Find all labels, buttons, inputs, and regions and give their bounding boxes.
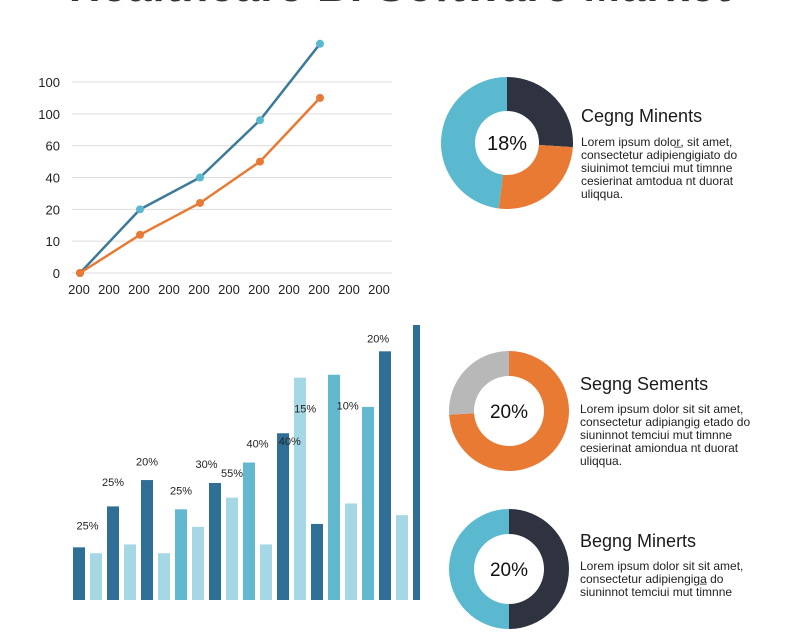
segment-2-line: consectetur adipiangig etado do [580, 415, 751, 429]
donut-center-label: 20% [490, 560, 528, 581]
bar [107, 506, 119, 600]
series-2-point [256, 157, 264, 166]
bar-data-label: 30% [195, 459, 217, 471]
bar-data-label: 25% [76, 521, 98, 533]
bar [209, 482, 221, 600]
donut-chart-3: 20% [449, 509, 569, 629]
donut-chart-2: 20% [449, 351, 569, 471]
series-1-point [136, 205, 144, 214]
segment-title-2: Segng Sements [580, 374, 709, 394]
segment-3-line: consectetur adipiengiga̲ do [580, 572, 724, 586]
bar [413, 325, 420, 600]
series-1-point [256, 116, 264, 125]
bar-data-label: 20% [367, 333, 389, 345]
segment-3-line: Lorem ipsum dolor sit sit amet, [580, 559, 744, 573]
bar [175, 509, 187, 600]
bar [226, 497, 238, 600]
bar [158, 553, 170, 600]
y-tick-label: 0 [53, 266, 60, 281]
pie-slice [498, 145, 573, 209]
segment-1-line: siuinimot temciui mut timnne [581, 161, 733, 175]
pie-slice [449, 509, 509, 629]
segment-1-line: uliqqua. [581, 187, 624, 201]
x-tick-label: 200 [128, 282, 150, 297]
segment-2-line: Lorem ipsum dolor sit sit amet, [580, 402, 744, 416]
pie-slice [449, 351, 569, 471]
segment-2-line: siuninnot temciui mut timnne [580, 428, 733, 442]
bar [260, 544, 272, 600]
segment-1-line: consectetur adipiengigiato do [581, 148, 738, 162]
y-tick-label: 60 [46, 139, 60, 154]
bar [192, 526, 204, 600]
series-2-point [136, 230, 144, 239]
x-tick-label: 200 [68, 282, 90, 297]
segment-title-1: Cegng Minents [581, 106, 703, 126]
bar [294, 377, 306, 600]
bar-data-label: 25% [170, 486, 192, 498]
donut-chart-1: 18% [441, 77, 573, 209]
x-tick-label: 200 [308, 282, 330, 297]
bar-data-label: 20% [136, 456, 158, 468]
line-chart: 0 10 20 40 60 100 100 200 200 200 200 200 200 200 200 2… [38, 39, 392, 297]
bar [362, 406, 374, 600]
y-tick-label: 20 [46, 202, 60, 217]
bar-data-label: 10% [337, 401, 359, 413]
bar [141, 480, 153, 600]
donut-center-label: 18% [487, 133, 527, 155]
series-line-1 [79, 43, 321, 274]
series-2-point [76, 269, 84, 277]
x-tick-label: 200 [278, 282, 300, 297]
pie-slice [509, 509, 569, 629]
bar-chart: 25% 25% 20% 25% 30% 55% 40% 40% 15% 10% 20% [73, 325, 420, 600]
bar [379, 351, 391, 600]
y-tick-label: 100 [38, 107, 60, 122]
segment-title-3: Begng Minerts [580, 531, 697, 551]
segment-2-line: cesierinat amiondua nt duorat [580, 441, 739, 455]
bar [243, 462, 255, 600]
x-tick-label: 200 [98, 282, 120, 297]
bar [277, 433, 289, 600]
x-tick-label: 200 [158, 282, 180, 297]
segment-1-line: cesierinat amtodua nt duorat [581, 174, 734, 188]
bar-data-label: 15% [294, 404, 316, 416]
x-tick-label: 200 [338, 282, 360, 297]
bar [311, 523, 323, 600]
y-tick-label: 40 [46, 171, 60, 186]
segment-text-2: Lorem ipsum dolor sit sit amet, consecte… [580, 403, 755, 468]
bar [328, 374, 340, 600]
bar-data-label: 40% [246, 439, 268, 451]
segment-2-line: uliqqua. [580, 454, 623, 468]
series-1-point [316, 39, 324, 48]
x-tick-label: 200 [188, 282, 210, 297]
bar [345, 503, 357, 600]
series-1-point [196, 173, 204, 182]
segment-3-line: siuninnot temciui mut timnne [580, 585, 733, 599]
x-tick-label: 200 [368, 282, 390, 297]
pie-slice [507, 77, 573, 148]
bar [90, 553, 102, 600]
pie-slice [449, 351, 509, 415]
series-line-2 [79, 97, 321, 275]
bar-data-label: 55% [221, 468, 243, 480]
series-2-point [316, 93, 324, 102]
bar [73, 547, 85, 600]
bar-data-label: 25% [102, 477, 124, 489]
x-tick-label: 200 [248, 282, 270, 297]
y-tick-label: 100 [38, 75, 60, 90]
x-tick-label: 200 [218, 282, 240, 297]
y-tick-label: 10 [46, 234, 60, 249]
segment-text-1: Lorem ipsum dolor̲, sit amet, consectetu… [581, 136, 756, 201]
bar [124, 544, 136, 600]
segment-1-line: Lorem ipsum dolor̲, sit amet, [581, 135, 733, 149]
pie-slice [441, 77, 507, 209]
bar-data-label: 40% [279, 436, 301, 448]
segment-text-3: Lorem ipsum dolor sit sit amet, consecte… [580, 560, 755, 599]
bar [396, 515, 408, 600]
page-title: Healthcare BI Software Market [0, 0, 800, 12]
series-2-point [196, 198, 204, 207]
donut-center-label: 20% [490, 402, 528, 423]
